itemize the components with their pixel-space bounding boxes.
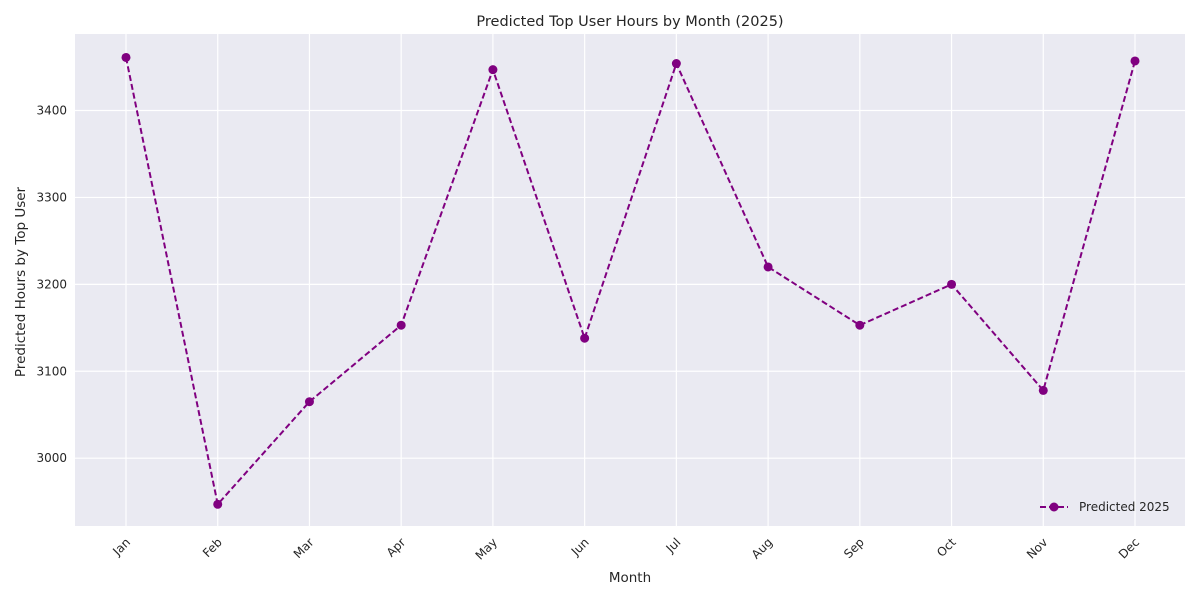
grid: [75, 34, 1185, 526]
x-tick-label: Jan: [109, 535, 133, 559]
x-tick-label: Apr: [384, 535, 409, 560]
data-point[interactable]: [304, 397, 314, 407]
data-point[interactable]: [121, 52, 131, 62]
y-tick-label: 3100: [36, 364, 67, 378]
y-axis-label: Predicted Hours by Top User: [13, 186, 29, 377]
data-point[interactable]: [763, 262, 773, 272]
chart-title: Predicted Top User Hours by Month (2025): [476, 14, 783, 30]
y-tick-label: 3000: [36, 451, 67, 465]
x-tick-label: Feb: [200, 535, 225, 560]
data-point[interactable]: [580, 333, 590, 343]
x-tick-label: Oct: [934, 535, 959, 560]
y-tick-labels: 3000 3100 3200 3300 3400: [36, 103, 67, 465]
y-tick-label: 3200: [36, 277, 67, 291]
legend[interactable]: Predicted 2025: [1040, 500, 1170, 514]
y-tick-label: 3400: [36, 103, 67, 117]
x-tick-label: Nov: [1024, 535, 1050, 561]
x-tick-label: Jul: [663, 535, 684, 556]
data-point[interactable]: [213, 499, 223, 509]
legend-point-marker: [1049, 502, 1059, 512]
data-point[interactable]: [396, 320, 406, 330]
data-point[interactable]: [671, 59, 681, 69]
data-point[interactable]: [488, 65, 498, 75]
series-line: [125, 57, 1136, 506]
series-layer: [121, 52, 1140, 509]
x-axis-label: Month: [609, 570, 651, 586]
data-point[interactable]: [1130, 56, 1140, 66]
x-tick-label: Aug: [749, 535, 775, 561]
x-tick-labels: Jan Feb Mar Apr May Jun Jul Aug Sep Oct Nov Dec: [109, 535, 1142, 563]
legend-label: Predicted 2025: [1079, 500, 1170, 514]
x-tick-label: Dec: [1116, 535, 1142, 561]
x-tick-label: Jun: [568, 535, 592, 559]
data-point[interactable]: [947, 279, 957, 289]
data-point[interactable]: [855, 320, 865, 330]
x-tick-label: Sep: [841, 535, 867, 561]
plot-area: [75, 34, 1185, 526]
y-tick-label: 3300: [36, 190, 67, 204]
x-tick-label: May: [473, 535, 500, 562]
data-point[interactable]: [1038, 385, 1048, 395]
x-tick-label: Mar: [291, 535, 317, 561]
